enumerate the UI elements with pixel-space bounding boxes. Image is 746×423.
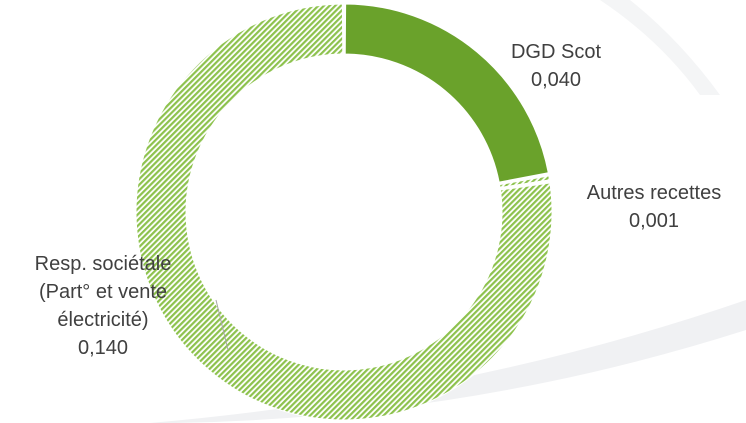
data-label-0-line-0: DGD Scot (511, 41, 601, 63)
background-swoosh (150, 300, 746, 423)
data-label-2: Resp. sociétale (Part° et vente électricit… (35, 253, 172, 359)
background-swoosh-top (600, 0, 720, 95)
donut-slice-0 (344, 3, 549, 183)
data-label-2-line-3: 0,140 (78, 337, 128, 359)
data-label-2-line-2: électricité) (57, 309, 148, 331)
data-label-1-line-0: Autres recettes (587, 182, 722, 204)
data-label-1-line-1: 0,001 (629, 210, 679, 232)
data-label-0: DGD Scot 0,040 (511, 41, 601, 91)
data-label-2-line-1: (Part° et vente (39, 281, 167, 303)
donut-slice-2 (135, 3, 553, 421)
donut-slice-1 (499, 175, 551, 189)
data-label-1: Autres recettes 0,001 (587, 182, 722, 232)
data-label-0-line-1: 0,040 (531, 69, 581, 91)
data-label-2-line-0: Resp. sociétale (35, 253, 172, 275)
leader-line (215, 299, 229, 351)
